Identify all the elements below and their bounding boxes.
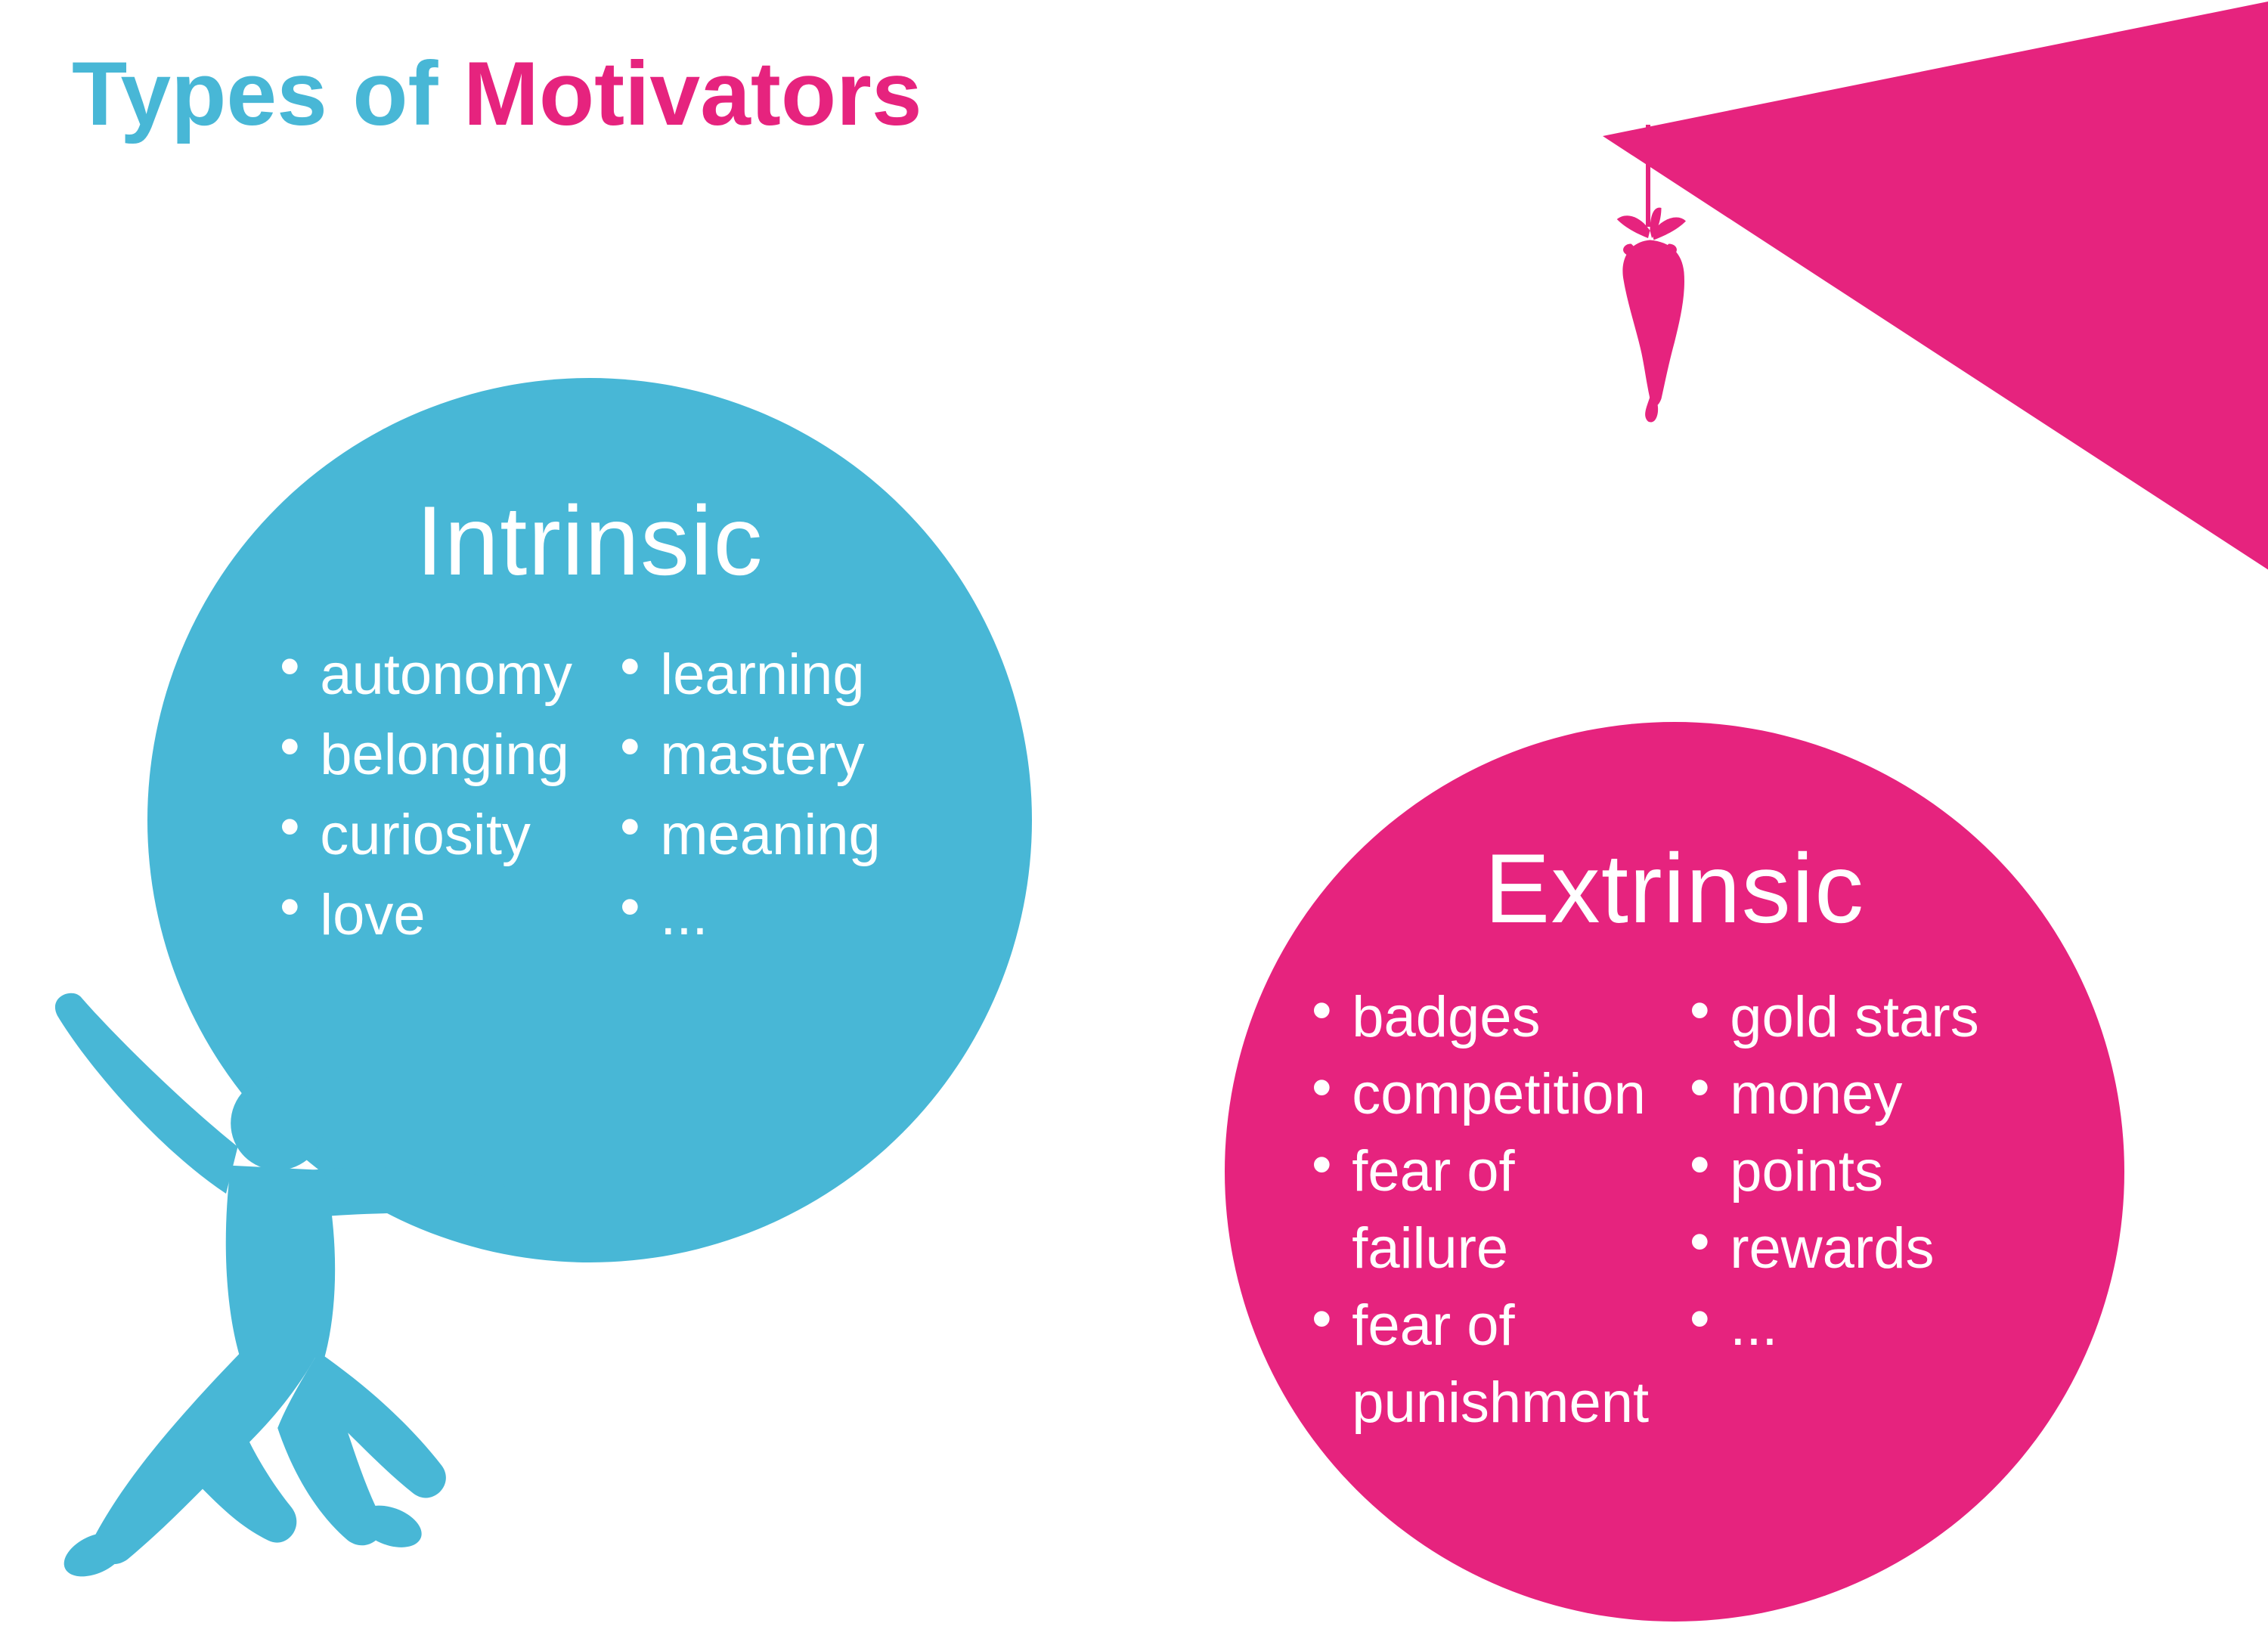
extrinsic-item-label: gold stars [1730, 979, 1979, 1056]
jumping-person-icon [15, 983, 531, 1651]
intrinsic-column: autonomybelongingcuriositylove [280, 635, 559, 956]
intrinsic-item-label: belonging [320, 715, 569, 795]
intrinsic-item: meaning [620, 795, 900, 875]
intrinsic-item-label: autonomy [320, 635, 572, 715]
intrinsic-item-label: love [320, 875, 425, 956]
title-part-motivators: Motivators [463, 43, 922, 144]
extrinsic-circle: Extrinsic badgescompetitionfear of failur… [1225, 722, 2124, 1622]
extrinsic-item: competition [1312, 1056, 1659, 1133]
extrinsic-item-label: fear of failure [1352, 1133, 1659, 1287]
extrinsic-item: ... [1690, 1287, 2037, 1364]
extrinsic-item-label: rewards [1730, 1210, 1934, 1287]
extrinsic-item-label: money [1730, 1056, 1902, 1133]
extrinsic-item-label: competition [1352, 1056, 1646, 1133]
extrinsic-item: rewards [1690, 1210, 2037, 1287]
intrinsic-item-label: learning [660, 635, 864, 715]
intrinsic-item-label: ... [660, 875, 708, 956]
intrinsic-columns: autonomybelongingcuriositylovelearningma… [147, 635, 1032, 956]
extrinsic-item: fear of failure [1312, 1133, 1659, 1287]
extrinsic-item: points [1690, 1133, 2037, 1210]
intrinsic-item-label: mastery [660, 715, 864, 795]
intrinsic-item: mastery [620, 715, 900, 795]
extrinsic-columns: badgescompetitionfear of failurefear of … [1225, 979, 2124, 1442]
page-title: Types of Motivators [72, 42, 922, 146]
intrinsic-item: belonging [280, 715, 559, 795]
intrinsic-item: curiosity [280, 795, 559, 875]
extrinsic-item-label: fear of punishment [1352, 1287, 1659, 1442]
extrinsic-item: money [1690, 1056, 2037, 1133]
intrinsic-heading: Intrinsic [416, 484, 764, 597]
extrinsic-item: badges [1312, 979, 1659, 1056]
extrinsic-heading: Extrinsic [1485, 832, 1865, 945]
intrinsic-column: learningmasterymeaning... [620, 635, 900, 956]
extrinsic-column: badgescompetitionfear of failurefear of … [1312, 979, 1659, 1442]
extrinsic-item-label: ... [1730, 1287, 1777, 1364]
intrinsic-item-label: meaning [660, 795, 881, 875]
extrinsic-item: gold stars [1690, 979, 2037, 1056]
extrinsic-column: gold starsmoneypointsrewards... [1690, 979, 2037, 1442]
extrinsic-item: fear of punishment [1312, 1287, 1659, 1442]
intrinsic-item: ... [620, 875, 900, 956]
title-part-types-of: Types of [72, 43, 463, 144]
intrinsic-item: learning [620, 635, 900, 715]
intrinsic-item-label: curiosity [320, 795, 531, 875]
extrinsic-item-label: points [1730, 1133, 1883, 1210]
intrinsic-item: love [280, 875, 559, 956]
extrinsic-item-label: badges [1352, 979, 1540, 1056]
intrinsic-item: autonomy [280, 635, 559, 715]
